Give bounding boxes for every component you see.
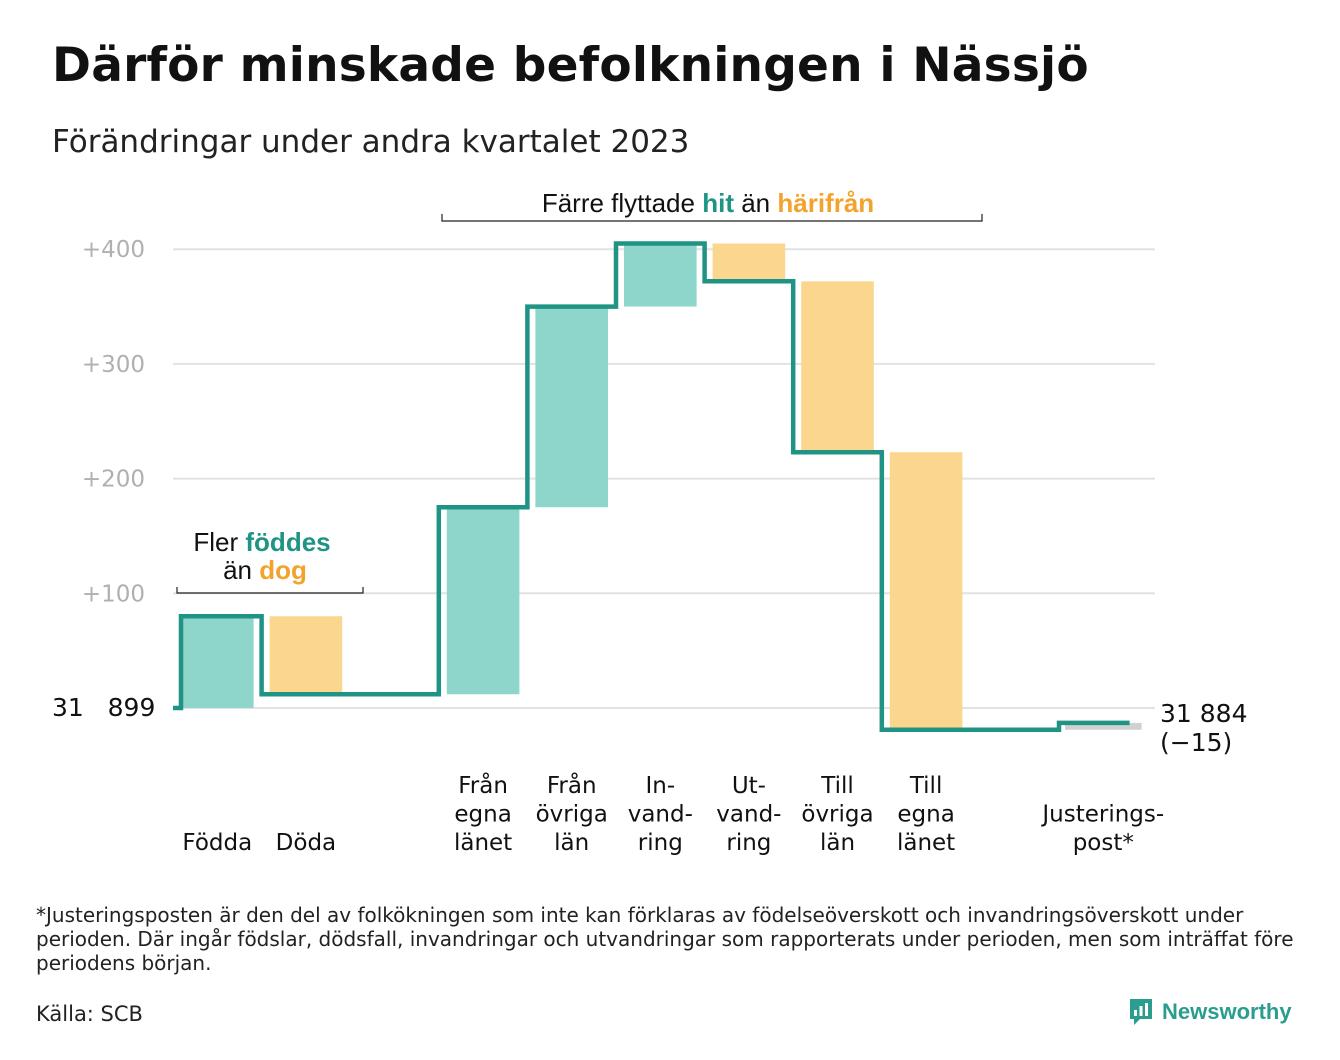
- category-label: Födda: [182, 830, 252, 856]
- source-label: Källa: SCB: [36, 1002, 143, 1026]
- footnote: *Justeringsposten är den del av folkökni…: [36, 903, 1294, 975]
- bar-decrease: [889, 452, 963, 730]
- category-label: vand-: [628, 802, 693, 828]
- y-tick-label: +200: [82, 467, 145, 493]
- brand-logo: Newsworthy: [1128, 997, 1292, 1027]
- running-total-step-line: [173, 241, 1130, 733]
- births-annotation: Fler föddes än dog: [176, 527, 364, 594]
- waterfall-chart: +100+200+300+400 Födda DödaFrånegnalänetF…: [52, 188, 1247, 856]
- category-label: län: [820, 830, 855, 856]
- migration-bracket: [441, 214, 983, 222]
- bar-increase: [624, 243, 697, 307]
- category-label: post*: [1073, 830, 1134, 856]
- category-label: Till: [909, 773, 943, 799]
- category-label: ring: [726, 830, 771, 856]
- births-annotation-line2: än dog: [223, 555, 307, 585]
- category-label: övriga: [536, 802, 608, 828]
- category-label: In-: [645, 773, 675, 799]
- category-label: länet: [897, 830, 955, 856]
- bar-decrease: [712, 243, 786, 282]
- category-label: egna: [897, 802, 954, 828]
- start-total-label: 31 899: [52, 693, 155, 722]
- bar-decrease: [801, 281, 874, 453]
- chart-title: Därför minskade befolkningen i Nässjö: [52, 38, 1089, 93]
- category-label: vand-: [716, 802, 781, 828]
- category-label: länet: [454, 830, 512, 856]
- category-label: Från: [547, 771, 597, 799]
- bar-increase: [535, 306, 608, 508]
- category-label: egna: [454, 802, 511, 828]
- bars: [181, 243, 1142, 730]
- births-bracket: [176, 587, 364, 594]
- category-label: Ut-: [732, 773, 766, 799]
- grid-lines: [173, 248, 1155, 709]
- migration-annotation: Färre flyttade hit än härifrån: [441, 188, 983, 222]
- category-label: övriga: [801, 802, 873, 828]
- chart-subtitle: Förändringar under andra kvartalet 2023: [52, 124, 690, 160]
- category-label: Från: [458, 771, 508, 799]
- brand-name: Newsworthy: [1162, 999, 1292, 1024]
- births-annotation-line1: Fler föddes: [193, 527, 330, 557]
- end-change-label: (−15): [1160, 728, 1232, 757]
- y-tick-label: +100: [82, 581, 145, 607]
- category-labels: Födda DödaFrånegnalänetFrånövrigalänIn-va…: [182, 771, 1164, 856]
- end-total-label: 31 884: [1160, 699, 1247, 728]
- bar-decrease: [269, 616, 343, 695]
- migration-annotation-text: Färre flyttade hit än härifrån: [542, 188, 874, 218]
- running-total-line: [173, 241, 1130, 733]
- newsworthy-logo-icon: [1130, 999, 1152, 1025]
- bar-increase: [446, 507, 520, 695]
- category-label: län: [554, 830, 589, 856]
- category-label: Till: [820, 773, 854, 799]
- bar-adjustment: [1065, 722, 1142, 730]
- category-label: Justerings-: [1040, 802, 1164, 828]
- bar-increase: [181, 616, 254, 708]
- category-label: ring: [638, 830, 683, 856]
- category-label: Döda: [276, 830, 336, 856]
- y-tick-label: +300: [82, 352, 145, 378]
- y-tick-label: +400: [82, 237, 145, 263]
- y-tick-labels: +100 +200 +300 +400: [82, 237, 145, 607]
